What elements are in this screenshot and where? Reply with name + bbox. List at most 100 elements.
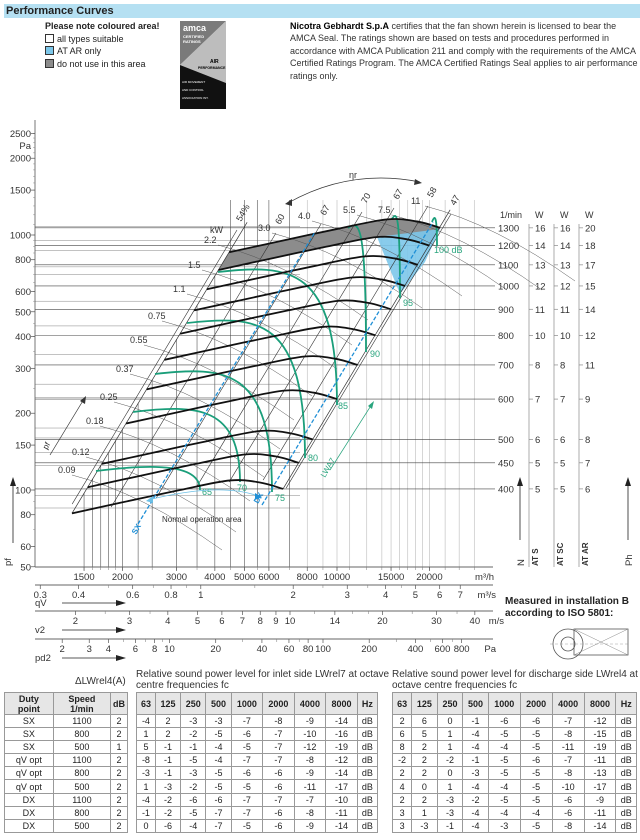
table-cell: -7	[230, 805, 264, 820]
x-axis-v2-tick-label: 2	[73, 616, 78, 627]
table-cell: -6	[230, 766, 264, 781]
table-cell: 6	[411, 713, 438, 729]
legend-item-at-ar: AT AR only	[45, 45, 160, 58]
y-tick-label: 60	[20, 542, 31, 553]
normal-operation-arrow	[147, 489, 259, 501]
legend-title: Please note coloured area!	[45, 21, 160, 31]
table-cell: qV opt	[4, 766, 54, 781]
column-header: 8000	[325, 692, 358, 715]
table-cell: 1	[411, 805, 438, 820]
svg-text:AIR MOVEMENT: AIR MOVEMENT	[182, 80, 205, 84]
table-cell: 2	[391, 766, 413, 781]
speed-curve-500	[101, 429, 314, 465]
table-cell: 0	[136, 818, 156, 833]
table-row: qV opt 800 2	[4, 766, 128, 781]
kw-line	[129, 373, 281, 450]
table-cell: -4	[205, 753, 232, 768]
power-column-name: AT SC	[556, 542, 565, 566]
table-cell: -3	[136, 766, 156, 781]
x-axis-pd2-tick-label: 200	[361, 644, 377, 655]
table-cell: 6	[391, 727, 413, 742]
speed-label: 400	[498, 484, 514, 495]
table-cell: -1	[136, 805, 156, 820]
table-cell: -5	[519, 818, 553, 833]
power-value: 11	[585, 360, 595, 371]
table-cell: dB	[615, 805, 637, 820]
table-cell: 5	[136, 740, 156, 755]
table-cell: -11	[325, 805, 358, 820]
table-cell: 0	[436, 713, 464, 729]
table-cell: -1	[154, 753, 182, 768]
x-axis-v2-tick-label: 10	[285, 616, 296, 627]
kw-unit-label: kW	[210, 225, 224, 235]
sound-level-curve	[154, 370, 273, 493]
table-cell: -7	[262, 753, 295, 768]
power-value: 5	[535, 458, 540, 469]
arrowhead-icon	[285, 199, 292, 206]
table-row: -8 -1 -5 -4 -7 -7 -8 -12 dB	[136, 753, 379, 768]
svg-text:amca: amca	[183, 23, 207, 33]
svg-text:AND CONTROL: AND CONTROL	[182, 88, 204, 92]
power-value: 14	[535, 241, 546, 252]
power-value: 6	[560, 435, 565, 446]
table-cell: -4	[462, 779, 489, 794]
table-cell: dB	[615, 740, 637, 755]
table-cell: dB	[356, 779, 379, 794]
power-value: 10	[560, 331, 571, 342]
table-row: 2 6 0 -1 -6 -6 -7 -12 dB	[391, 713, 637, 729]
table-cell: 500	[52, 818, 112, 833]
sound-arrow	[329, 403, 373, 471]
sound-level-label: 90	[370, 349, 380, 359]
sound-level-curve	[132, 407, 241, 483]
colour-legend: Please note coloured area! all types sui…	[45, 20, 160, 70]
table-cell: -6	[262, 766, 295, 781]
kw-label: 2.2	[204, 235, 217, 245]
power-value: 6	[535, 435, 540, 446]
table-cell: -14	[325, 818, 358, 833]
table-cell: -7	[205, 818, 232, 833]
table-cell: 8	[391, 740, 413, 755]
arrowhead-icon	[368, 401, 374, 409]
table-cell: -6	[230, 727, 264, 742]
speed-label: 1000	[498, 281, 519, 292]
table-row: 2 2 -3 -2 -5 -5 -6 -9 dB	[391, 792, 637, 807]
table-cell: dB	[615, 766, 637, 781]
kw-label: 0.18	[86, 416, 104, 426]
column-header: Hz	[356, 692, 379, 715]
table-cell: -10	[551, 779, 585, 794]
kw-line	[113, 401, 265, 478]
x-axis-m3s-tick-label: 0.6	[126, 590, 139, 601]
kw-line	[356, 214, 508, 291]
table-cell: dB	[356, 792, 379, 807]
speed-label: 700	[498, 360, 514, 371]
column-header: 2000	[262, 692, 295, 715]
table-cell: -6	[519, 753, 553, 768]
table-cell: 1	[436, 740, 464, 755]
table-cell: -1	[462, 713, 489, 729]
y-tick-label: 2500	[10, 129, 31, 140]
x-axis-m3h-tick-label: 2000	[112, 572, 133, 583]
table-cell: -6	[262, 818, 295, 833]
table-cell: 2	[411, 740, 438, 755]
speed-curve-700	[146, 355, 358, 391]
x-axis-m3h-tick-label: 6000	[258, 572, 279, 583]
table-cell: -8	[551, 727, 585, 742]
table-row: 1 -3 -2 -5 -5 -6 -11 -17 dB	[136, 779, 379, 794]
power-value: 17	[585, 260, 596, 271]
column-header: 4000	[293, 692, 327, 715]
table-cell: -2	[154, 792, 182, 807]
speed-curve-1100	[206, 255, 419, 291]
caption-line-2: octave centre frequencies fc	[392, 680, 518, 691]
table-cell: -7	[230, 792, 264, 807]
table-cell: dB	[356, 818, 379, 833]
table-cell: -15	[583, 727, 617, 742]
table-row: 5 -1 -1 -4 -5 -7 -12 -19 dB	[136, 740, 379, 755]
kw-label: 0.75	[148, 311, 166, 321]
arrowhead-icon	[625, 477, 631, 486]
installation-note: Measured in installation B according to …	[505, 596, 629, 620]
table-cell: -2	[154, 805, 182, 820]
table-cell: -11	[583, 753, 617, 768]
svg-text:CERTIFIED: CERTIFIED	[183, 34, 204, 39]
table-cell: -3	[436, 805, 464, 820]
table-cell: -5	[519, 727, 553, 742]
